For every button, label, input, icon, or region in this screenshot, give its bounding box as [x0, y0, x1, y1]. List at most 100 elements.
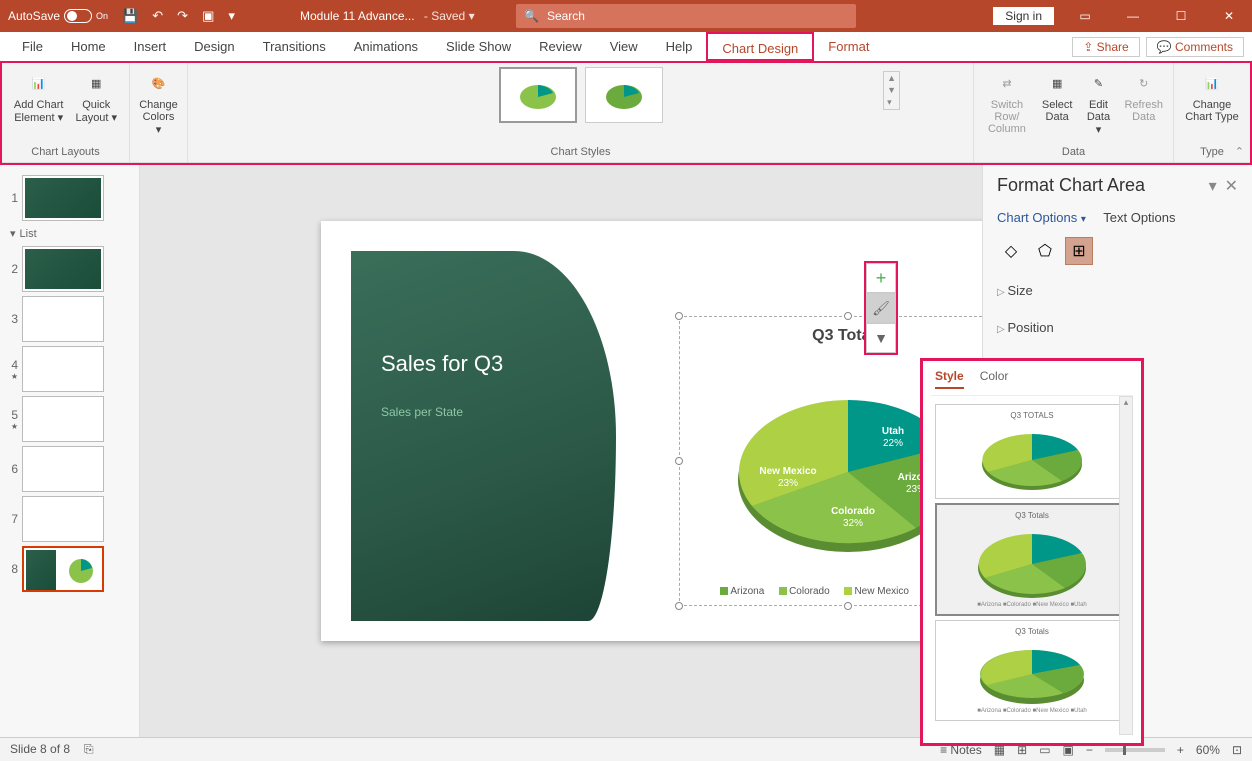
tab-transitions[interactable]: Transitions: [249, 32, 340, 61]
tab-help[interactable]: Help: [652, 32, 707, 61]
share-button[interactable]: ⇪ Share: [1072, 37, 1139, 57]
redo-icon[interactable]: ↷: [177, 8, 188, 24]
edit-data-icon: ✎: [1084, 69, 1112, 97]
fill-icon[interactable]: ◇: [997, 237, 1025, 265]
tab-design[interactable]: Design: [180, 32, 248, 61]
chart-options-tab[interactable]: Chart Options ▾: [997, 210, 1086, 225]
thumb-6[interactable]: [22, 446, 104, 492]
chart-elements-button[interactable]: +: [866, 263, 896, 293]
svg-text:23%: 23%: [778, 478, 798, 489]
maximize-icon[interactable]: ☐: [1158, 0, 1204, 32]
tab-review[interactable]: Review: [525, 32, 596, 61]
accessibility-icon[interactable]: ⎘: [84, 742, 94, 757]
chart-type-icon: 📊: [1198, 69, 1226, 97]
group-label: Type: [1200, 146, 1224, 160]
thumb-1[interactable]: [22, 175, 104, 221]
gallery-item-1[interactable]: Q3 TOTALS: [935, 404, 1129, 499]
tab-view[interactable]: View: [596, 32, 652, 61]
ribbon-display-icon[interactable]: ▭: [1062, 0, 1108, 32]
chart-styles-button[interactable]: 🖌: [866, 293, 896, 323]
tab-chart-design[interactable]: Chart Design: [706, 32, 814, 61]
gallery-scrollbar[interactable]: ▴: [1119, 396, 1133, 735]
gallery-item-3[interactable]: Q3 Totals ■Arizona ■Colorado ■New Mexico…: [935, 620, 1129, 721]
tab-format[interactable]: Format: [814, 32, 883, 61]
gallery-style-tab[interactable]: Style: [935, 369, 964, 389]
group-label: Chart Layouts: [31, 146, 99, 160]
tab-slideshow[interactable]: Slide Show: [432, 32, 525, 61]
resize-handle[interactable]: [844, 312, 852, 320]
tab-home[interactable]: Home: [57, 32, 120, 61]
group-label: Chart Styles: [551, 146, 611, 160]
svg-text:New Mexico: New Mexico: [759, 466, 816, 477]
effects-icon[interactable]: ⬠: [1031, 237, 1059, 265]
edit-data-button[interactable]: ✎ Edit Data ▾: [1080, 67, 1116, 138]
fit-icon[interactable]: ⊡: [1232, 743, 1242, 757]
resize-handle[interactable]: [675, 457, 683, 465]
chart-filters-button[interactable]: ▼: [866, 323, 896, 353]
svg-text:32%: 32%: [843, 518, 863, 529]
chevron-down-icon: ▾: [1081, 214, 1086, 225]
style-gallery: Style Color Q3 TOTALS Q3 Totals ■Arizona…: [920, 358, 1144, 746]
toggle-switch[interactable]: [64, 9, 92, 23]
resize-handle[interactable]: [675, 602, 683, 610]
thumb-8[interactable]: [22, 546, 104, 592]
size-section[interactable]: Size: [997, 279, 1238, 302]
slide-subtitle: Sales per State: [381, 405, 586, 419]
resize-handle[interactable]: [675, 312, 683, 320]
thumb-7[interactable]: [22, 496, 104, 542]
format-tabs: Chart Options ▾ Text Options: [997, 210, 1238, 225]
pane-dropdown-icon[interactable]: ▾: [1209, 176, 1217, 196]
autosave-toggle[interactable]: AutoSave On: [8, 9, 108, 23]
chart-style-1[interactable]: [499, 67, 577, 123]
select-data-icon: ▦: [1043, 69, 1071, 97]
zoom-slider[interactable]: [1105, 748, 1165, 752]
size-props-icon[interactable]: ⊞: [1065, 237, 1093, 265]
resize-handle[interactable]: [844, 602, 852, 610]
tab-insert[interactable]: Insert: [120, 32, 181, 61]
thumb-3[interactable]: [22, 296, 104, 342]
tab-file[interactable]: File: [8, 32, 57, 61]
thumb-5[interactable]: [22, 396, 104, 442]
text-options-tab[interactable]: Text Options: [1103, 210, 1175, 225]
change-chart-type-button[interactable]: 📊 Change Chart Type: [1181, 67, 1243, 125]
tab-animations[interactable]: Animations: [340, 32, 432, 61]
search-icon: 🔍: [524, 9, 539, 23]
slideshow-icon[interactable]: ▣: [202, 8, 214, 24]
svg-text:Colorado: Colorado: [831, 506, 875, 517]
select-data-button[interactable]: ▦ Select Data: [1038, 67, 1077, 125]
section-header[interactable]: ▾List: [4, 225, 135, 242]
qat-dropdown-icon[interactable]: ▾: [228, 8, 235, 24]
switch-icon: ⇄: [993, 69, 1021, 97]
close-icon[interactable]: ✕: [1206, 0, 1252, 32]
pane-close-icon[interactable]: ✕: [1225, 176, 1238, 196]
chart-float-buttons: + 🖌 ▼: [864, 261, 898, 355]
quick-layout-button[interactable]: ▦ Quick Layout ▾: [71, 67, 121, 126]
thumb-4[interactable]: [22, 346, 104, 392]
svg-text:22%: 22%: [883, 438, 903, 449]
minimize-icon[interactable]: —: [1110, 0, 1156, 32]
thumb-2[interactable]: [22, 246, 104, 292]
add-element-icon: 📊: [25, 69, 53, 97]
change-colors-button[interactable]: 🎨 Change Colors ▾: [135, 67, 182, 138]
format-pane-title: Format Chart Area: [997, 175, 1145, 196]
zoom-in-icon[interactable]: +: [1177, 743, 1184, 757]
brush-icon: 🖌: [872, 300, 890, 317]
save-icon[interactable]: 💾: [122, 8, 138, 24]
chevron-down-icon: ▾: [10, 227, 16, 240]
chart-style-2[interactable]: [585, 67, 663, 123]
ribbon-highlight: 📊 Add Chart Element ▾ ▦ Quick Layout ▾ C…: [0, 61, 1252, 165]
search-bar[interactable]: 🔍 Search: [516, 4, 856, 28]
comments-button[interactable]: 💬 Comments: [1146, 37, 1244, 57]
gallery-color-tab[interactable]: Color: [980, 369, 1009, 389]
autosave-state: On: [96, 11, 108, 21]
ribbon: 📊 Add Chart Element ▾ ▦ Quick Layout ▾ C…: [2, 63, 1250, 163]
collapse-ribbon-icon[interactable]: ⌃: [1235, 145, 1244, 158]
undo-icon[interactable]: ↶: [152, 8, 163, 24]
sign-in-button[interactable]: Sign in: [993, 7, 1054, 25]
document-title: Module 11 Advance... - Saved ▾: [300, 9, 475, 23]
add-chart-element-button[interactable]: 📊 Add Chart Element ▾: [10, 67, 68, 126]
style-scroll[interactable]: ▲▼▾: [883, 71, 900, 110]
zoom-level: 60%: [1196, 743, 1220, 757]
gallery-item-2[interactable]: Q3 Totals ■Arizona ■Colorado ■New Mexico…: [935, 503, 1129, 616]
position-section[interactable]: Position: [997, 316, 1238, 339]
